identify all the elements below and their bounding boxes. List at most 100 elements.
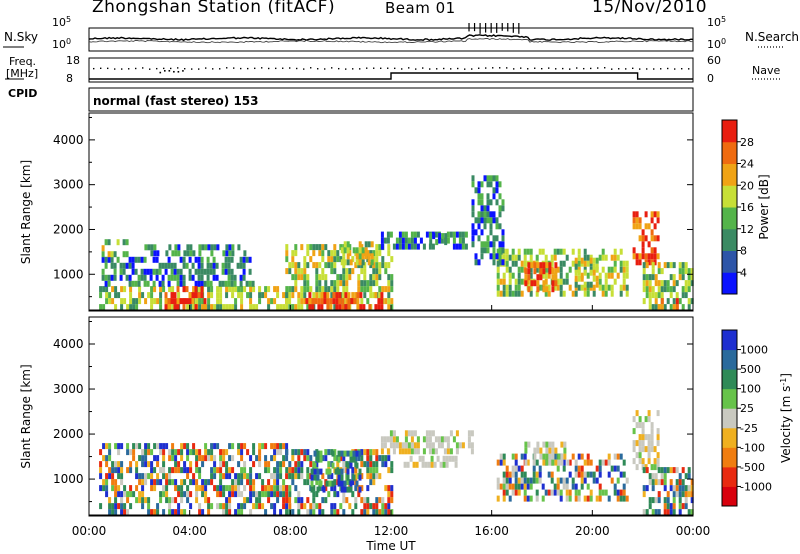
velocity-cell <box>228 485 232 492</box>
nave-dot <box>527 68 529 70</box>
velocity-cell <box>126 509 130 516</box>
velocity-cell <box>589 495 593 502</box>
power-cell <box>681 274 685 281</box>
velocity-cell <box>508 495 512 502</box>
noise-tick-left-top: 105 <box>52 15 71 29</box>
velocity-cell <box>114 485 118 492</box>
velocity-cell <box>204 491 208 498</box>
velocity-cell <box>607 453 611 460</box>
velocity-cell <box>523 483 527 490</box>
power-cell <box>551 280 555 287</box>
power-cell <box>483 241 487 248</box>
noise-tick-right-bottom: 100 <box>707 37 726 51</box>
velocity-cell <box>437 436 441 443</box>
velocity-cell <box>541 495 545 502</box>
power-cell <box>149 268 153 275</box>
velocity-cell <box>336 509 340 516</box>
power-cell <box>514 290 518 297</box>
velocity-cell <box>663 497 667 504</box>
power-cell <box>480 205 484 212</box>
power-cell <box>143 268 147 275</box>
power-cell <box>435 239 439 246</box>
power-cell <box>150 250 154 257</box>
velocity-cell <box>225 473 229 480</box>
velocity-cell <box>324 455 328 462</box>
power-cell <box>375 256 379 263</box>
velocity-cell <box>303 503 307 510</box>
power-cell <box>544 272 548 279</box>
velocity-cell <box>387 497 391 504</box>
power-cell <box>212 262 216 269</box>
power-cell <box>336 250 340 257</box>
power-cell <box>261 292 265 299</box>
nave-dot <box>254 67 256 70</box>
nave-dot <box>331 67 333 69</box>
velocity-cell <box>346 474 350 481</box>
power-cell <box>206 280 210 287</box>
velocity-cell <box>111 509 115 516</box>
power-cell <box>502 254 506 261</box>
velocity-cell <box>213 467 217 474</box>
velocity-cell <box>577 495 581 502</box>
noise-tick-right-top: 105 <box>707 15 726 29</box>
power-cell <box>215 274 219 281</box>
velocity-cell <box>310 474 314 481</box>
velocity-cell <box>563 441 567 448</box>
station-title: Zhongshan Station (fitACF) <box>92 0 336 17</box>
power-cell <box>441 233 445 240</box>
power-cell <box>234 298 238 305</box>
velocity-cell <box>442 461 446 468</box>
velocity-cell <box>108 455 112 462</box>
power-cell <box>648 286 652 293</box>
velocity-cell <box>647 458 651 465</box>
power-cell <box>495 217 499 224</box>
power-cell <box>110 251 114 258</box>
velocity-cell <box>647 452 651 459</box>
power-cell <box>390 280 394 287</box>
velocity-cell <box>108 509 112 516</box>
velocity-cell <box>174 455 178 462</box>
velocity-cell <box>162 491 166 498</box>
velocity-cell <box>165 443 169 450</box>
power-cell <box>336 286 340 293</box>
power-cell <box>367 241 371 248</box>
power-cell <box>455 243 459 250</box>
power-cell <box>437 237 441 244</box>
power-cell <box>489 229 493 236</box>
velocity-cell <box>681 479 685 486</box>
velocity-cell <box>297 449 301 456</box>
velocity-cell <box>183 479 187 486</box>
velocity-cell <box>186 449 190 456</box>
velocity-cell <box>333 455 337 462</box>
velocity-cell <box>316 474 320 481</box>
power-cell <box>219 298 223 305</box>
power-cell <box>173 262 177 269</box>
power-cell <box>672 286 676 293</box>
velocity-cell <box>663 485 667 492</box>
nave-dot <box>436 68 438 70</box>
power-cell <box>107 274 111 281</box>
power-cell <box>361 247 365 254</box>
power-cell <box>495 187 499 194</box>
velocity-cell <box>210 473 214 480</box>
velocity-cell <box>642 467 646 474</box>
power-cell <box>110 274 114 281</box>
velocity-cell <box>270 491 274 498</box>
power-cell <box>303 256 307 263</box>
velocity-cell <box>607 459 611 466</box>
power-cell <box>483 175 487 182</box>
power-colorbar-swatch <box>722 207 737 230</box>
power-cell <box>182 298 186 305</box>
velocity-cell <box>264 491 268 498</box>
power-cell <box>529 272 533 279</box>
power-cell <box>648 292 652 299</box>
power-cell <box>551 274 555 281</box>
power-cell <box>492 217 496 224</box>
velocity-cell <box>360 497 364 504</box>
power-cell <box>315 274 319 281</box>
freq-tick-bottom: 8 <box>66 72 73 85</box>
power-cell <box>378 286 382 293</box>
power-colorbar-swatch <box>722 228 737 251</box>
power-cell <box>306 244 310 251</box>
velocity-cell <box>418 455 422 462</box>
